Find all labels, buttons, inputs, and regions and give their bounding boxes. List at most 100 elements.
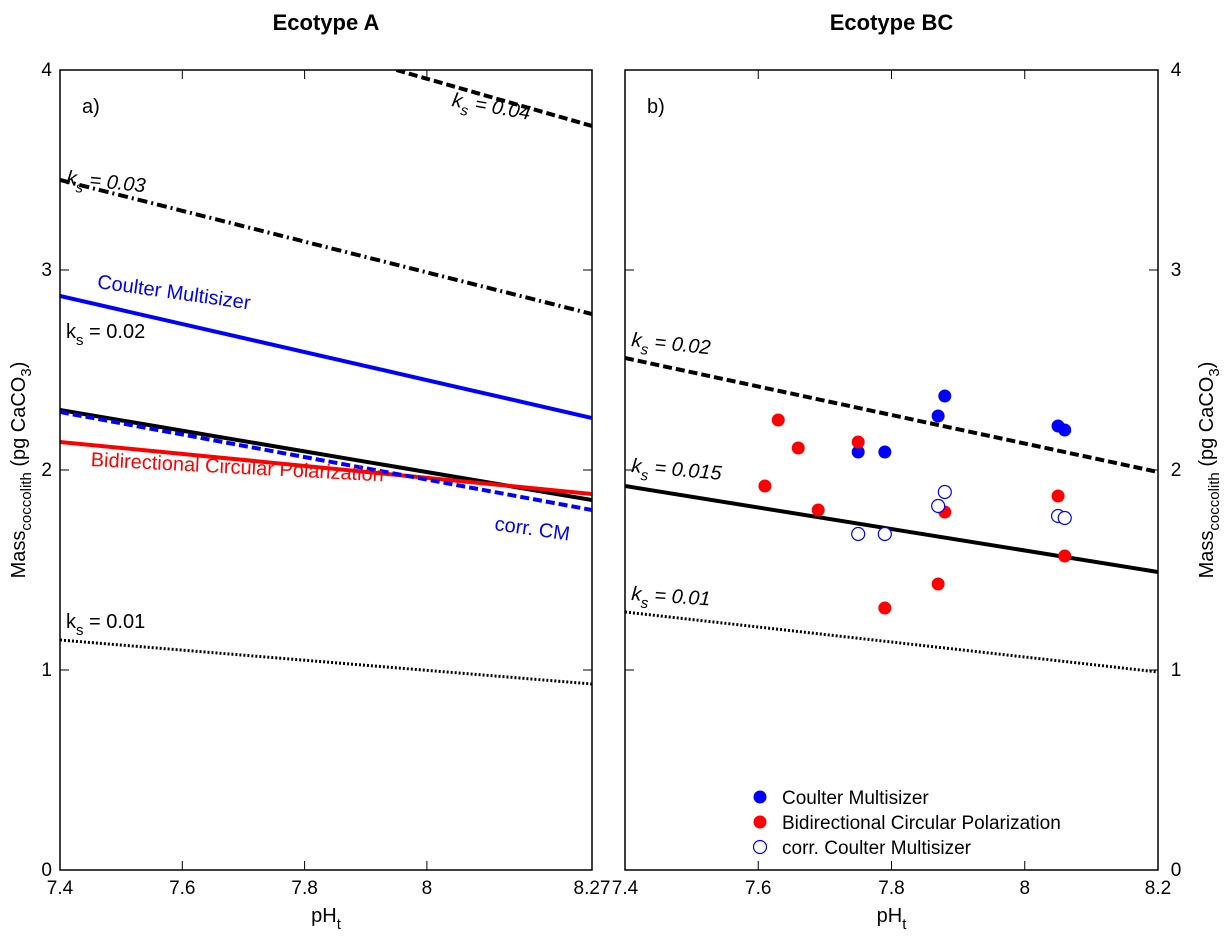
annotation-0: ks = 0.04 [449, 89, 532, 130]
data-point-1-8 [1051, 489, 1065, 503]
annotation-k: k [66, 321, 77, 343]
y-tick-label: 0 [41, 860, 52, 881]
data-point-1-2 [791, 441, 805, 455]
panel-b: Ecotype BC 7.4 7.6 7.8 8 8.20 1 2 3 4 pHt Masscocco… [612, 10, 1223, 933]
panel-label: a) [82, 96, 100, 118]
annotation-k: k [65, 167, 78, 190]
y-label-sub: coccolith [1206, 472, 1223, 530]
y-label-main: Mass [8, 531, 30, 579]
x-axis-label: pHt [311, 905, 342, 933]
annotation-sub: s [76, 332, 84, 349]
legend-marker-1 [753, 815, 767, 829]
annotation-k: k [630, 329, 643, 352]
annotation-value: = 0.03 [83, 169, 147, 197]
series-line-0 [625, 356, 1158, 474]
series-line-4 [60, 440, 592, 496]
annotation-2: ks = 0.01 [630, 583, 711, 616]
data-point-1-0 [758, 479, 772, 493]
panel-a: Ecotype A 7.4 7.6 7.8 8 8.27 0 1 2 3 4 pHt Masscocco… [8, 10, 610, 933]
y-tick-label: 3 [1171, 260, 1182, 281]
series-line-6 [60, 638, 592, 686]
y-label-unit-end: ) [8, 362, 30, 369]
x-label-main: pH [877, 905, 903, 927]
data-point-2-5 [1057, 510, 1072, 526]
x-tick-label: 7.6 [169, 878, 195, 899]
data-point-2-2 [931, 498, 946, 514]
y-tick-label: 2 [1171, 460, 1182, 481]
x-axis-label: pHt [877, 905, 908, 933]
y-label-unit: (pg CaCO [1196, 377, 1218, 473]
annotation-sub: s [459, 102, 470, 120]
data-point-2-1 [877, 526, 892, 542]
annotation-1: ks = 0.03 [65, 167, 147, 203]
legend-label-1: Bidirectional Circular Polarization [782, 813, 1061, 834]
x-label-sub: t [337, 916, 342, 933]
panel-label: b) [647, 96, 665, 118]
data-point-1-4 [851, 435, 865, 449]
chart-title: Ecotype BC [830, 10, 954, 35]
x-tick-label: 8.2 [1145, 878, 1171, 899]
annotation-value: = 0.02 [84, 321, 146, 343]
data-point-0-3 [938, 389, 952, 403]
series-line-2 [625, 610, 1158, 674]
data-point-0-0 [851, 445, 865, 459]
y-tick-label: 4 [1171, 60, 1182, 81]
lines-group [625, 356, 1158, 674]
annotation-6: ks = 0.01 [66, 611, 145, 639]
y-tick-label: 1 [41, 660, 52, 681]
y-label-unit-end: ) [1196, 362, 1218, 369]
y-axis-label: Masscoccolith (pg CaCO3) [8, 362, 35, 579]
y-tick-label: 0 [1171, 860, 1182, 881]
data-point-2-3 [937, 484, 952, 500]
annotation-sub: s [640, 467, 649, 485]
chart-title: Ecotype A [273, 10, 380, 35]
x-label-sub: t [902, 916, 907, 933]
data-point-1-5 [878, 601, 892, 615]
annotation-sub: s [640, 341, 650, 359]
annotation-5: corr. CM [493, 513, 571, 545]
data-point-1-9 [1058, 549, 1072, 563]
annotation-value: = 0.02 [648, 331, 712, 359]
series-line-1 [60, 178, 592, 316]
data-point-0-1 [878, 445, 892, 459]
y-label-sub: coccolith [18, 472, 35, 530]
legend-marker-0 [753, 790, 767, 804]
y-label-unit: (pg CaCO [8, 377, 30, 473]
x-label-main: pH [311, 905, 337, 927]
y-tick-label: 3 [41, 260, 52, 281]
data-point-2-0 [851, 526, 866, 542]
series-line-5 [60, 410, 592, 512]
x-tick-label: 8.27 [574, 878, 611, 899]
y-axis-label: Masscoccolith (pg CaCO3) [1196, 362, 1223, 579]
legend-label-2: corr. Coulter Multisizer [782, 838, 972, 859]
annotation-4: Bidirectional Circular Polarization [90, 449, 384, 486]
annotation-k: k [631, 583, 644, 606]
annotation-value: = 0.01 [84, 611, 146, 633]
data-point-1-1 [771, 413, 785, 427]
data-point-0-2 [931, 409, 945, 423]
lines-group [60, 70, 592, 686]
annotation-sub: s [75, 179, 85, 197]
series-line-2 [60, 294, 592, 420]
annotation-value: = 0.04 [468, 92, 533, 124]
y-label-unit-sub: 3 [1206, 368, 1223, 376]
y-label-unit-sub: 3 [18, 368, 35, 376]
x-tick-label: 7.6 [745, 878, 771, 899]
annotation-0: ks = 0.02 [630, 329, 712, 365]
annotation-1: ks = 0.015 [630, 455, 723, 491]
annotation-sub: s [76, 622, 84, 639]
annotation-value: = 0.01 [648, 584, 711, 610]
x-tick-label: 8 [1019, 878, 1030, 899]
annotation-3: ks = 0.02 [66, 321, 145, 349]
data-point-1-6 [931, 577, 945, 591]
series-line-0 [395, 70, 592, 128]
x-tick-label: 7.8 [878, 878, 904, 899]
annotation-sub: s [640, 595, 649, 613]
legend-label-0: Coulter Multisizer [782, 788, 929, 809]
y-tick-label: 1 [1171, 660, 1182, 681]
x-tick-label: 8 [422, 878, 433, 899]
series-line-1 [625, 484, 1158, 574]
annotation-value: = 0.015 [648, 457, 723, 485]
data-point-1-3 [811, 503, 825, 517]
